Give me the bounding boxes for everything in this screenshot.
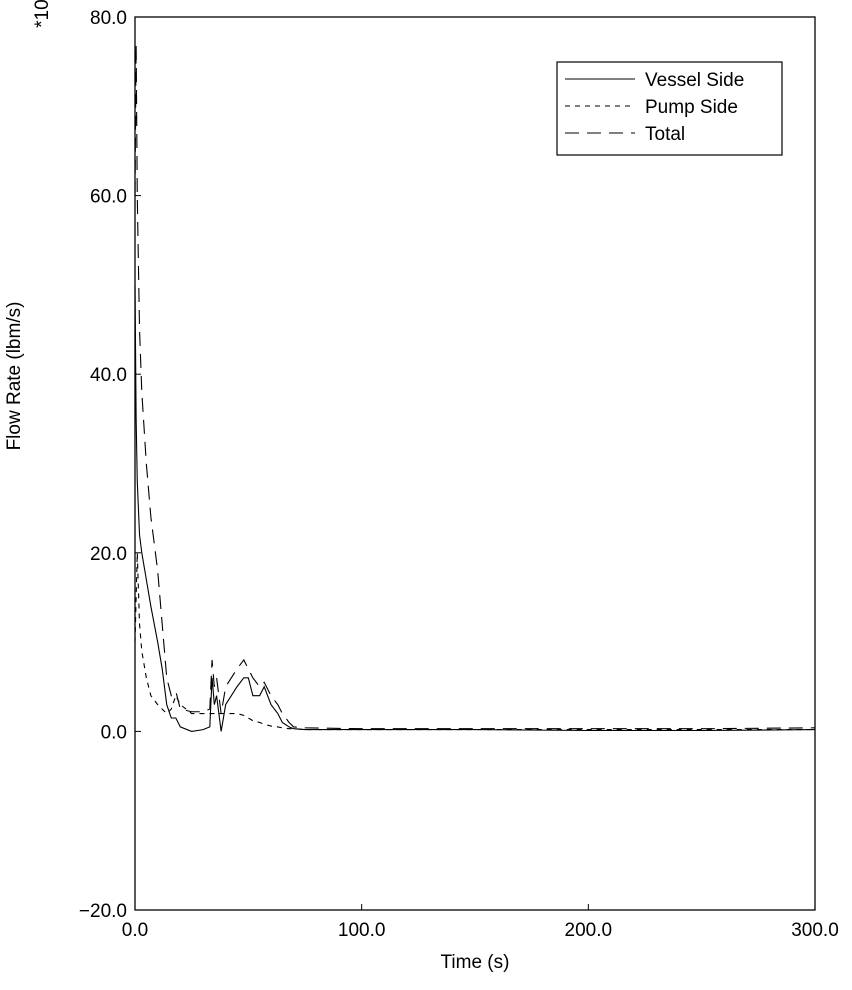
series-line [134,43,816,730]
y-tick-label: 80.0 [90,8,127,29]
legend: Vessel Side Pump Side Total [556,61,783,156]
series-line [134,552,815,731]
y-multiplier: *103 [28,0,53,28]
y-tick-label: −20.0 [79,901,127,922]
x-tick-label: 100.0 [338,920,386,941]
series-line [134,284,816,732]
x-tick-label: 200.0 [565,920,613,941]
y-tick-label: 0.0 [101,722,127,743]
x-tick-label: 0.0 [122,920,148,941]
y-axis-label: Flow Rate (lbm/s) [4,302,25,451]
plot-frame [134,16,816,911]
legend-label: Vessel Side [645,70,744,91]
y-tick-label: 20.0 [90,544,127,565]
x-axis-label: Time (s) [441,952,510,973]
legend-label: Pump Side [645,97,738,118]
multiplier-base: *10 [32,0,53,28]
y-tick-label: 40.0 [90,365,127,386]
y-tick-label: 60.0 [90,187,127,208]
x-tick-label: 300.0 [791,920,839,941]
legend-box [556,61,783,156]
legend-label: Total [645,124,685,145]
